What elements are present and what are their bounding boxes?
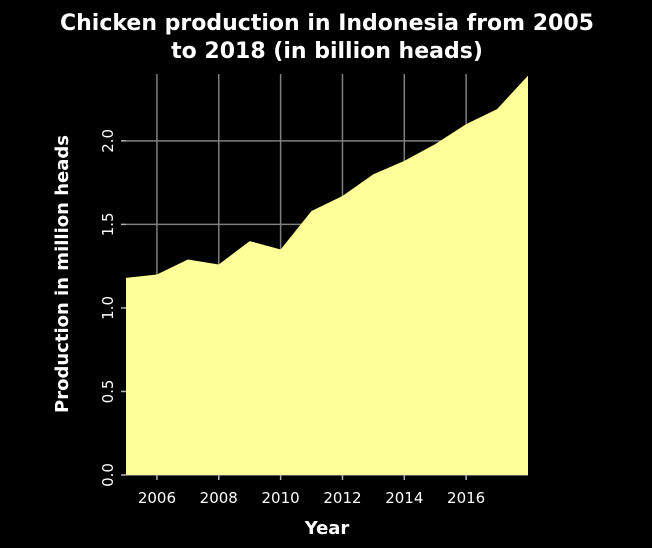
x-tick-label: 2010 [262,489,300,507]
y-tick-label: 0.0 [99,463,117,487]
x-tick-label: 2006 [138,489,176,507]
x-tick-label: 2016 [447,489,485,507]
y-tick-label: 1.5 [99,212,117,236]
x-tick-label: 2014 [385,489,423,507]
y-axis-label: Production in million heads [52,135,73,413]
y-tick-label: 0.5 [99,380,117,404]
y-tick-label: 2.0 [99,129,117,153]
y-axis-ticks: 0.0 0.5 1.0 1.5 2.0 [99,129,126,487]
x-axis-label: Year [304,518,350,539]
chart-title-line-2: to 2018 (in billion heads) [171,39,483,64]
area-series [126,75,528,475]
x-tick-label: 2008 [200,489,238,507]
x-axis-ticks: 2006 2008 2010 2012 2014 2016 [138,475,485,507]
x-tick-label: 2012 [323,489,361,507]
plot-area [126,74,528,476]
chart-title-line-1: Chicken production in Indonesia from 200… [60,11,594,36]
y-tick-label: 1.0 [99,296,117,320]
